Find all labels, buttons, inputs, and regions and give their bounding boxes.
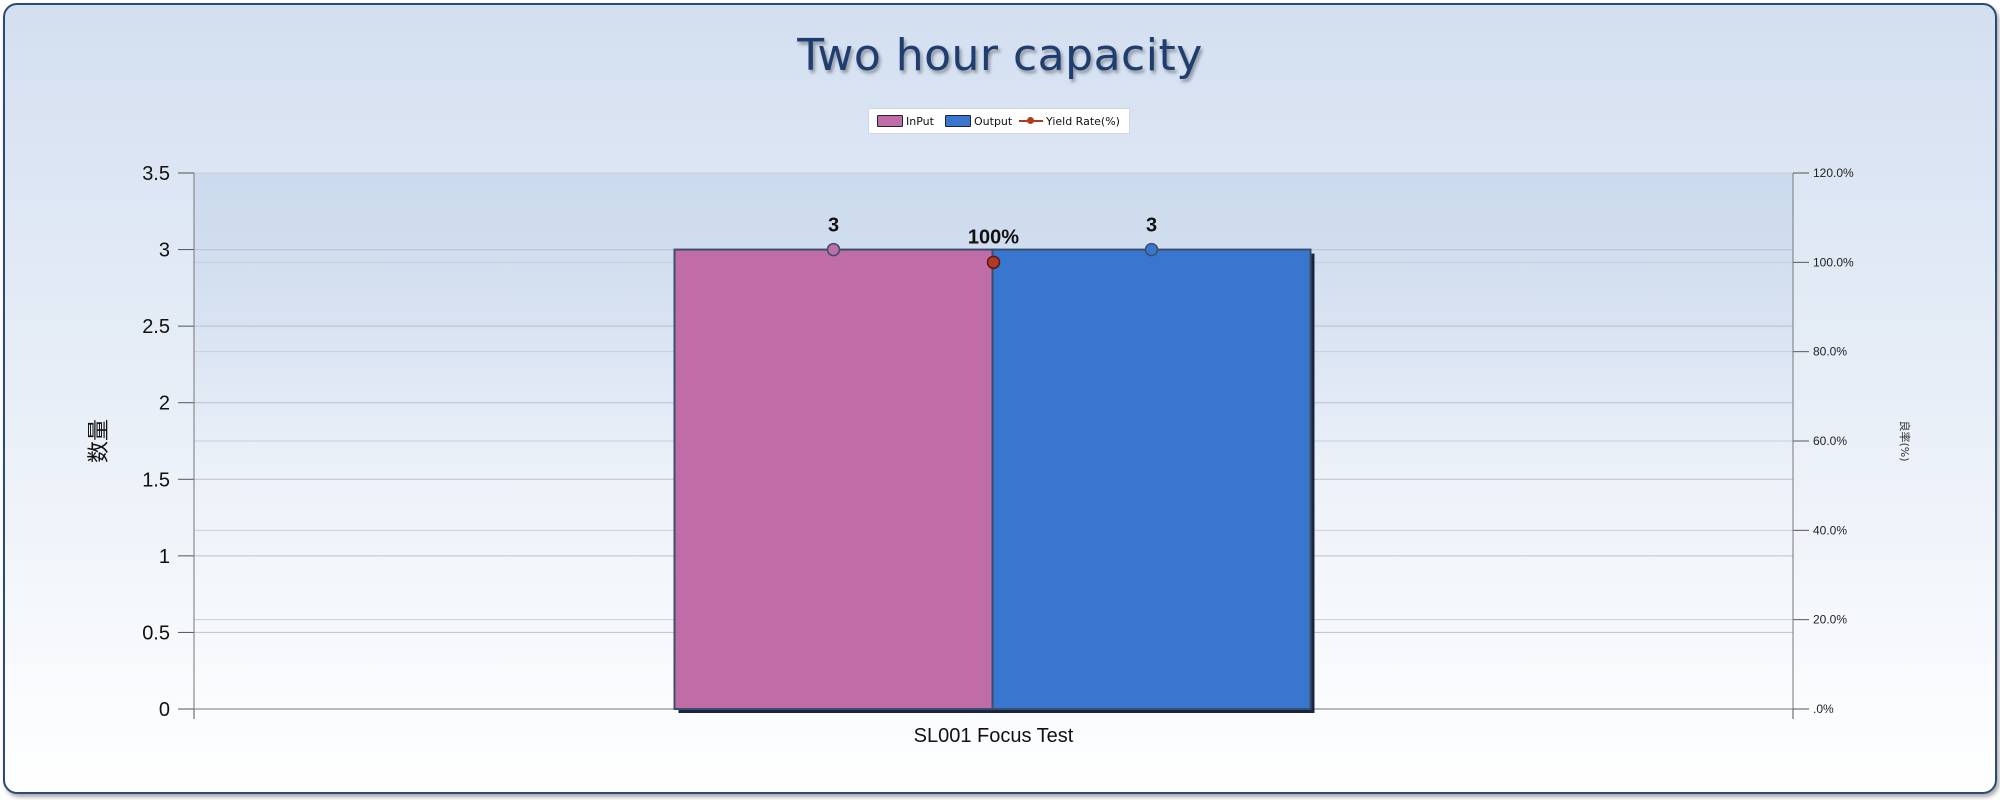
legend-label-output: Output bbox=[974, 114, 1013, 128]
y2-axis-label: 良率(%) bbox=[1898, 420, 1912, 461]
bar-marker bbox=[826, 242, 841, 257]
y-tick-label: 1 bbox=[159, 546, 170, 568]
bar-data-label: 3 bbox=[828, 215, 839, 237]
y-tick-label: 2.5 bbox=[142, 316, 170, 338]
y-tick-label: 0 bbox=[159, 699, 170, 721]
yield-rate-point bbox=[986, 255, 1001, 270]
y-axis-label: 数量 bbox=[87, 419, 112, 463]
legend-item-input: InPut bbox=[877, 113, 934, 129]
bar-data-label: 3 bbox=[1146, 215, 1157, 237]
y2-tick-label: 120.0% bbox=[1813, 166, 1854, 180]
y2-tick-label: .0% bbox=[1813, 702, 1834, 716]
legend-item-output: Output bbox=[945, 113, 1012, 129]
bar-output bbox=[991, 248, 1312, 710]
y2-tick-label: 40.0% bbox=[1813, 523, 1847, 537]
legend: InPut Output Yield Rate(%) bbox=[868, 108, 1130, 134]
legend-swatch-output bbox=[945, 115, 971, 127]
y2-tick-label: 80.0% bbox=[1813, 345, 1847, 359]
y-tick-label: 1.5 bbox=[142, 469, 170, 491]
bar-input bbox=[673, 248, 994, 710]
legend-label-yield-rate: Yield Rate(%) bbox=[1046, 114, 1120, 128]
legend-swatch-yield-rate bbox=[1019, 116, 1043, 126]
x-category-label: SL001 Focus Test bbox=[914, 725, 1074, 747]
y2-tick-label: 100.0% bbox=[1813, 255, 1854, 269]
y-tick-label: 3 bbox=[159, 240, 170, 262]
y-tick-label: 2 bbox=[159, 393, 170, 415]
y-tick-label: 0.5 bbox=[142, 622, 170, 644]
yield-rate-data-label: 100% bbox=[968, 226, 1019, 248]
bar-marker bbox=[1144, 242, 1159, 257]
chart-title: Two hour capacity bbox=[797, 30, 1203, 81]
legend-item-yield-rate: Yield Rate(%) bbox=[1019, 113, 1120, 129]
legend-label-input: InPut bbox=[906, 114, 934, 128]
y2-tick-label: 20.0% bbox=[1813, 613, 1847, 627]
legend-swatch-input bbox=[877, 115, 903, 127]
y-tick-label: 3.5 bbox=[142, 163, 170, 185]
y2-tick-label: 60.0% bbox=[1813, 434, 1847, 448]
